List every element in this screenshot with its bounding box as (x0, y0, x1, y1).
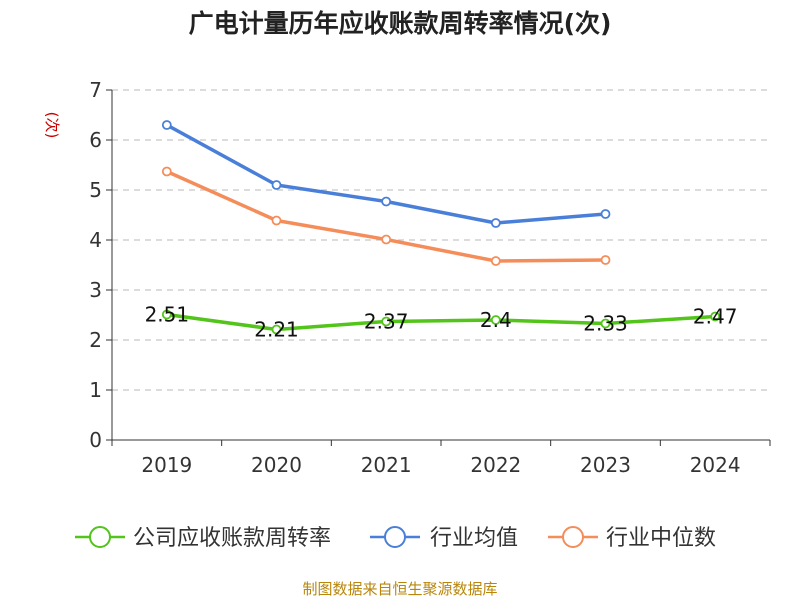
series-line-3 (166, 169, 606, 263)
legend-label-3: 行业中位数 (606, 526, 716, 551)
y-tick-label: 6 (89, 128, 102, 152)
data-point (161, 120, 172, 130)
data-point (381, 316, 392, 327)
data-point (490, 218, 501, 228)
axes: 0 1 2 3 4 5 6 7 2019 2020 2021 2022 2023 2024 (89, 78, 771, 477)
x-tick-label: 2023 (580, 453, 631, 477)
y-tick-label: 1 (89, 378, 102, 402)
y-tick-label: 5 (89, 178, 102, 202)
x-tick-label: 2024 (690, 453, 741, 477)
data-point (710, 311, 721, 322)
series-line-2 (165, 123, 606, 225)
source-note: 制图数据来自恒生聚源数据库 (302, 580, 497, 598)
legend-label-1: 公司应收账款周转率 (133, 526, 331, 551)
data-point (490, 315, 501, 325)
data-point (381, 234, 392, 245)
data-label: 2.37 (364, 310, 409, 334)
data-point (271, 215, 282, 226)
data-point (161, 166, 172, 177)
y-tick-label: 3 (89, 278, 102, 302)
y-axis-label: (次) (43, 112, 61, 139)
data-point (600, 255, 611, 265)
legend-marker-3 (562, 526, 584, 548)
data-point (381, 196, 392, 207)
x-tick-label: 2022 (470, 453, 521, 477)
data-point (271, 180, 282, 190)
data-point (161, 309, 172, 320)
y-tick-label: 4 (89, 228, 102, 252)
legend-label-2: 行业均值 (430, 526, 518, 551)
series-line-1 (166, 312, 716, 332)
data-point (600, 318, 611, 329)
data-point (600, 209, 611, 219)
x-tick-label: 2020 (251, 453, 302, 477)
legend: 公司应收账款周转率 行业均值 行业中位数 (75, 526, 716, 551)
gridlines (112, 89, 770, 391)
data-label: 2.47 (693, 305, 738, 329)
y-tick-label: 7 (89, 78, 102, 102)
y-tick-label: 0 (89, 428, 102, 452)
y-tick-label: 2 (89, 328, 102, 352)
data-label: 2.51 (145, 303, 190, 327)
x-tick-label: 2019 (141, 453, 192, 477)
data-labels: 2.51 2.21 2.37 2.4 2.33 2.47 (145, 303, 738, 342)
data-label: 2.21 (254, 318, 299, 342)
legend-marker-2 (384, 526, 406, 548)
chart-title: 广电计量历年应收账款周转率情况(次) (189, 9, 612, 38)
data-point (271, 324, 282, 335)
data-label: 2.4 (480, 308, 512, 332)
series-group (161, 120, 721, 335)
data-label: 2.33 (583, 312, 628, 336)
legend-marker-1 (89, 526, 111, 548)
x-tick-label: 2021 (361, 453, 412, 477)
data-point (490, 256, 501, 266)
